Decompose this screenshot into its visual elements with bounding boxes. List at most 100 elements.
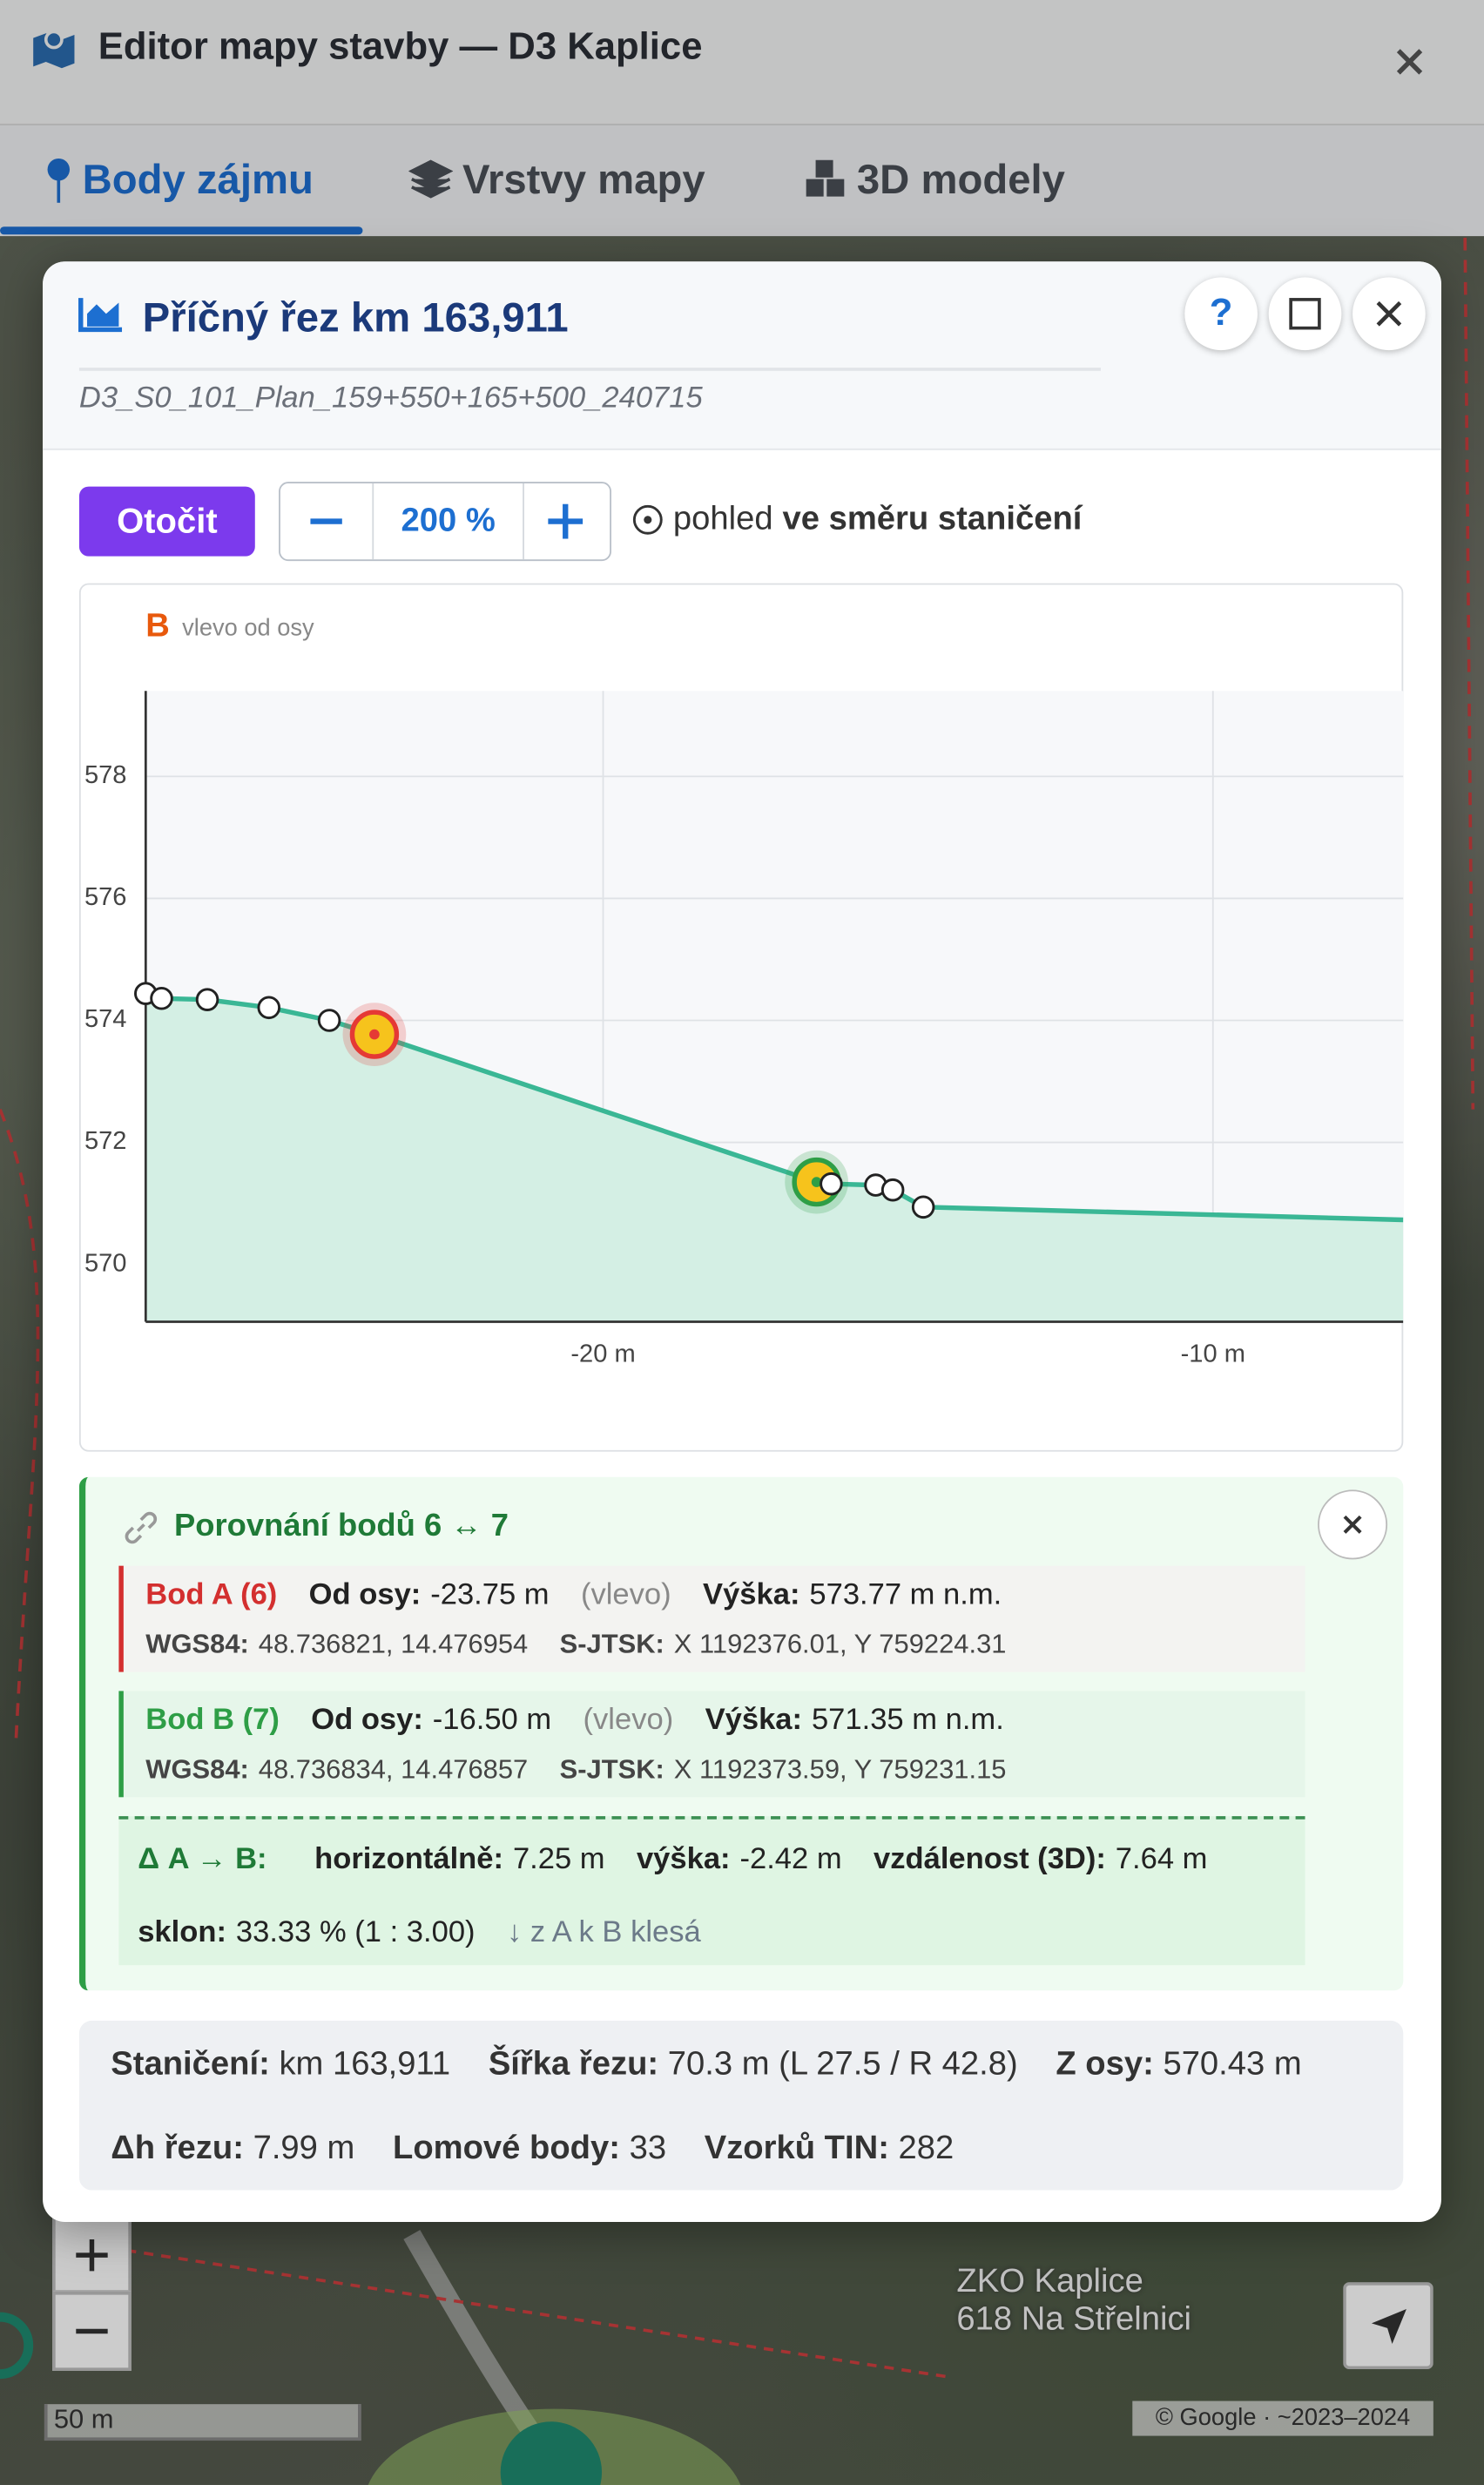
highlight-center: [369, 1029, 380, 1040]
breakpoint: [911, 1195, 935, 1219]
map-label: ZKO Kaplice 618 Na Střelnici: [956, 2263, 1191, 2339]
divider: [78, 368, 1101, 371]
breakpoint: [880, 1178, 905, 1202]
comparison-header: Porovnání bodů 6 ↔ 7: [124, 1509, 509, 1545]
field-value: -2.42 m: [739, 1843, 842, 1877]
field-value: 7.25 m: [512, 1843, 605, 1877]
field-label: WGS84:: [145, 1754, 249, 1785]
field-label: Od osy:: [308, 1578, 422, 1612]
area: [145, 993, 1404, 1322]
stat-value: 282: [898, 2130, 954, 2167]
field-value: -23.75 m: [430, 1578, 550, 1612]
stat-label: Šířka řezu:: [488, 2045, 659, 2083]
delta-box: Δ A → B: horizontálně: 7.25 m výška: -2.42…: [118, 1816, 1305, 1966]
view-direction-value: ve směru staničení: [782, 500, 1083, 537]
field-value: 33.33 % (1 : 3.00): [235, 1915, 476, 1949]
breakpoint: [257, 996, 281, 1020]
square-icon: [1289, 298, 1321, 330]
active-tab-indicator: [0, 226, 363, 235]
chart-container: B vlevo od osy 570 572 574 576 578 -20 m -10 m: [78, 583, 1404, 1452]
tab-bar: Body zájmu Vrstvy mapy 3D modely: [0, 125, 1484, 237]
stat-value: 7.99 m: [253, 2130, 355, 2167]
close-icon: [1376, 300, 1402, 327]
stat-label: Z osy:: [1056, 2045, 1154, 2083]
maximize-button[interactable]: [1268, 277, 1342, 351]
breakpoint: [195, 988, 219, 1011]
chart: B vlevo od osy 570 572 574 576 578 -20 m -10 m: [84, 607, 1404, 1367]
field-label: sklon:: [138, 1915, 226, 1949]
minus-icon: [76, 2328, 108, 2334]
stat-label: Staničení:: [111, 2045, 270, 2083]
zoom-in-button[interactable]: [521, 483, 610, 559]
field-value: 571.35 m n.m.: [811, 1703, 1004, 1738]
tab[interactable]: 3D modely: [803, 151, 1065, 208]
tab-label: 3D modely: [856, 154, 1066, 202]
tab[interactable]: Vrstvy mapy: [408, 151, 705, 208]
y-tick-label: 574: [84, 1005, 127, 1033]
side: (vlevo): [580, 1578, 671, 1612]
field-value: -16.50 m: [432, 1703, 552, 1738]
chart-icon: [78, 298, 123, 333]
help-button[interactable]: ?: [1184, 277, 1258, 351]
stat-value: km 163,911: [279, 2045, 451, 2083]
tab[interactable]: Body zájmu: [44, 151, 314, 208]
field-label: WGS84:: [145, 1629, 249, 1660]
app-header: Editor mapy stavby — D3 Kaplice: [0, 0, 1484, 125]
x-tick-label: -10 m: [1181, 1340, 1245, 1367]
y-tick-label: 578: [84, 761, 127, 789]
tab-label: Vrstvy mapy: [462, 154, 705, 202]
stat-value: 570.43 m: [1163, 2045, 1302, 2083]
field-label: Výška:: [703, 1578, 800, 1612]
dialog-header: Příčný řez km 163,911 D3_S0_101_Plan_159…: [43, 261, 1441, 450]
y-tick-label: 572: [84, 1127, 127, 1155]
dialog-subtitle: D3_S0_101_Plan_159+550+165+500_240715: [78, 382, 703, 415]
field-value: 48.736834, 14.476857: [258, 1754, 529, 1785]
stat-value: 70.3 m (L 27.5 / R 42.8): [667, 2045, 1018, 2083]
field-value: X 1192373.59, Y 759231.15: [673, 1754, 1007, 1785]
layers-icon: [408, 159, 454, 199]
field-label: výška:: [636, 1843, 731, 1877]
point-a: Bod A (6) Od osy: -23.75 m (vlevo) Výška:…: [118, 1565, 1305, 1672]
field-value: 7.64 m: [1115, 1843, 1208, 1877]
side-label: vlevo od osy: [182, 614, 314, 641]
field-label: Od osy:: [311, 1703, 423, 1738]
place-name: ZKO Kaplice: [956, 2263, 1143, 2300]
rotate-button[interactable]: Otočit: [78, 486, 255, 557]
minus-icon: [310, 518, 342, 524]
delta-label: Δ A → B:: [138, 1843, 267, 1877]
slope-note: ↓ z A k B klesá: [506, 1915, 701, 1949]
cross-section-dialog: Příčný řez km 163,911 D3_S0_101_Plan_159…: [43, 261, 1441, 2222]
point-name: Bod A (6): [145, 1578, 278, 1612]
y-tick-label: 570: [84, 1249, 127, 1277]
locate-button[interactable]: [1343, 2282, 1433, 2370]
zoom-value: 200 %: [372, 483, 524, 560]
plus-icon: [548, 503, 583, 539]
stat-label: Vzorků TIN:: [704, 2130, 889, 2167]
stats-row: Staničení: km 163,911 Šířka řezu: 70.3 m…: [111, 2046, 1301, 2084]
tab-label: Body zájmu: [82, 154, 314, 202]
field-value: X 1192376.01, Y 759224.31: [673, 1629, 1007, 1660]
link-icon: [125, 1510, 158, 1543]
field-value: 573.77 m n.m.: [809, 1578, 1002, 1612]
close-button[interactable]: [1352, 277, 1426, 351]
x-tick-label: -20 m: [570, 1340, 635, 1367]
stats-panel: Staničení: km 163,911 Šířka řezu: 70.3 m…: [78, 2020, 1404, 2191]
dialog-title: Příčný řez km 163,911: [142, 293, 569, 341]
close-comparison[interactable]: [1318, 1489, 1388, 1560]
highlight-center: [811, 1177, 822, 1187]
close-app[interactable]: [1393, 46, 1425, 78]
breakpoint: [820, 1172, 843, 1196]
map-scale: 50 m: [44, 2404, 361, 2441]
close-icon: [1343, 1515, 1362, 1534]
stat-value: 33: [629, 2130, 667, 2167]
locate-icon: [1370, 2308, 1406, 2344]
zoom-out-button[interactable]: [280, 483, 372, 559]
breakpoint: [150, 986, 173, 1010]
map-zoom-out[interactable]: [52, 2291, 132, 2371]
side: (vlevo): [583, 1703, 674, 1738]
place-address: 618 Na Střelnici: [956, 2300, 1192, 2338]
comparison-panel: Porovnání bodů 6 ↔ 7 Bod A (6) Od osy: -2…: [78, 1476, 1404, 1991]
